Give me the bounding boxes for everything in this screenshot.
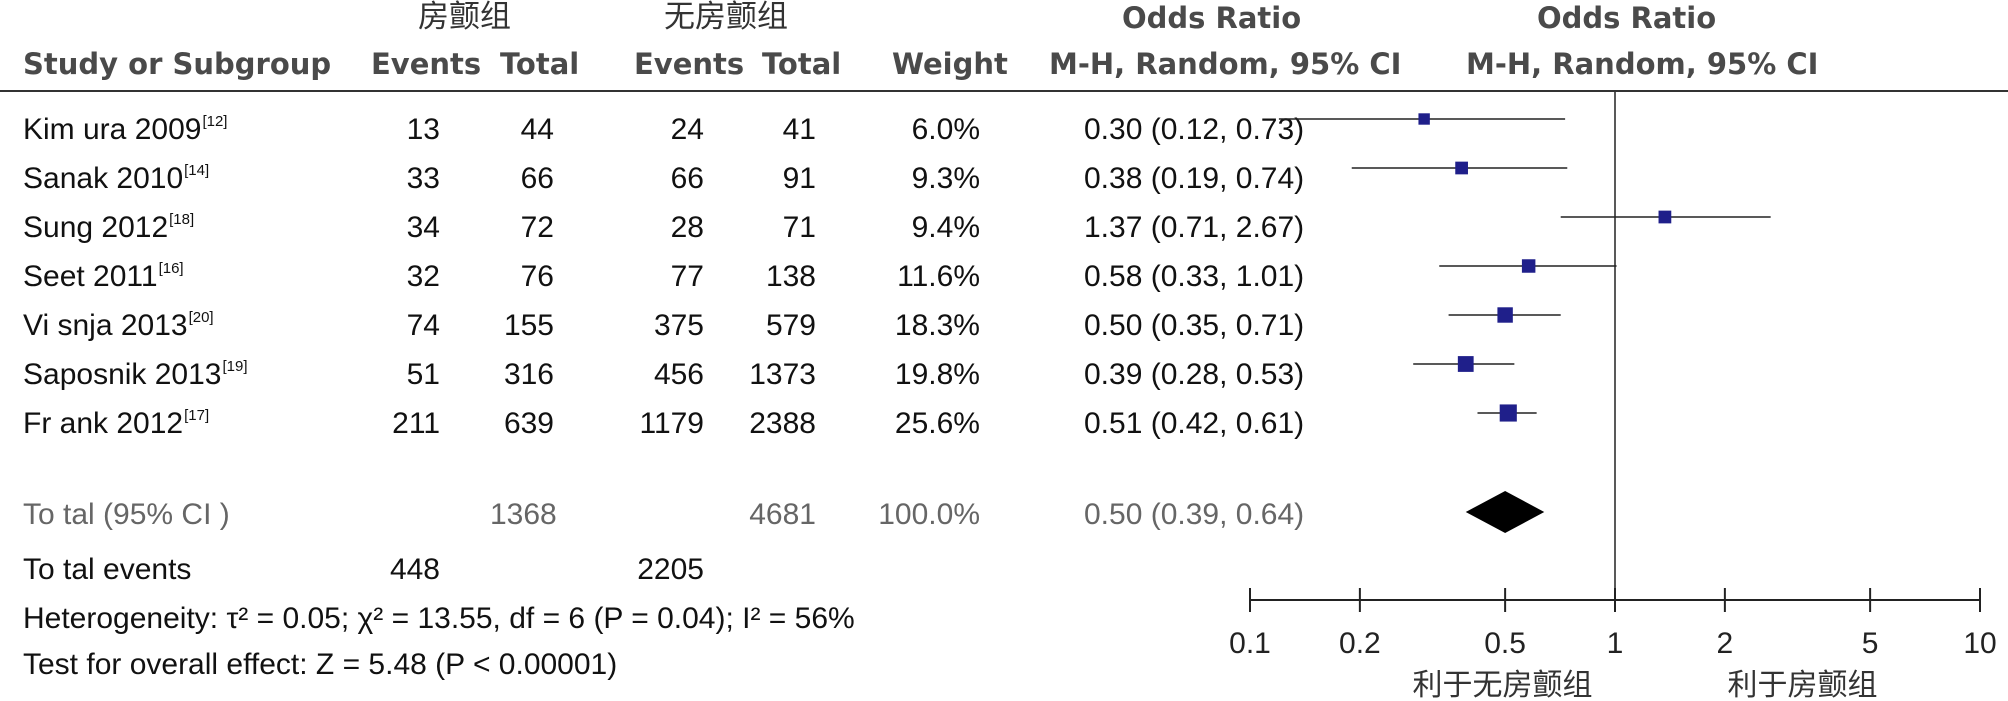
total2-cell: 71	[782, 211, 816, 244]
or-ci-cell: 1.37 (0.71, 2.67)	[1084, 211, 1305, 244]
group1-header: 房颤组	[418, 0, 511, 35]
total-events-label: To tal events	[23, 553, 192, 586]
favours-right-label: 利于房颤组	[1728, 668, 1878, 701]
weight-cell: 19.8%	[894, 358, 980, 391]
total1-cell: 66	[520, 162, 554, 195]
events2-cell: 456	[653, 358, 704, 391]
total2-cell: 91	[782, 162, 816, 195]
study-name: Kim ura 2009[12]	[23, 113, 228, 146]
total1-cell: 44	[520, 113, 554, 146]
total1-cell: 1368	[490, 498, 557, 531]
group2-header: 无房颤组	[664, 0, 788, 35]
total-events2-cell: 2205	[637, 553, 704, 586]
study-column-header: Study or Subgroup	[23, 47, 332, 81]
events2-cell: 66	[670, 162, 704, 195]
weight-cell: 9.3%	[911, 162, 980, 195]
total1-cell: 155	[503, 309, 554, 342]
x-tick-label: 0.1	[1229, 627, 1271, 660]
total1-cell: 72	[520, 211, 554, 244]
x-tick-label: 10	[1963, 627, 1996, 660]
events2-cell: 1179	[639, 407, 704, 440]
favours-left-label: 利于无房颤组	[1413, 668, 1593, 701]
or-method-header: M-H, Random, 95% CI	[1049, 47, 1402, 81]
study-name: Sanak 2010[14]	[23, 162, 210, 195]
events1-header: Events	[371, 47, 482, 81]
events1-cell: 74	[406, 309, 440, 342]
events2-cell: 375	[653, 309, 704, 342]
total-label: To tal (95% CI )	[23, 498, 230, 531]
weight-cell: 9.4%	[911, 211, 980, 244]
or-ci-cell: 0.51 (0.42, 0.61)	[1084, 407, 1305, 440]
events2-cell: 77	[670, 260, 704, 293]
study-name: Saposnik 2013[19]	[23, 358, 248, 391]
events1-cell: 33	[406, 162, 440, 195]
or-ci-cell: 0.30 (0.12, 0.73)	[1084, 113, 1305, 146]
plot-title: Odds Ratio	[1537, 1, 1717, 35]
weight-header: Weight	[892, 47, 1008, 81]
events1-cell: 51	[406, 358, 440, 391]
point-estimate	[1497, 307, 1513, 323]
total2-header: Total	[762, 47, 842, 81]
point-estimate	[1418, 113, 1430, 125]
events2-cell: 24	[670, 113, 704, 146]
events2-header: Events	[634, 47, 745, 81]
overall-effect-text: Test for overall effect: Z = 5.48 (P < 0…	[23, 648, 618, 681]
total2-cell: 41	[782, 113, 816, 146]
total1-header: Total	[500, 47, 580, 81]
plot-method-header: M-H, Random, 95% CI	[1466, 47, 1819, 81]
total-events1-cell: 448	[389, 553, 440, 586]
study-name: Seet 2011[16]	[23, 260, 184, 293]
point-estimate	[1499, 404, 1517, 422]
total2-cell: 138	[765, 260, 816, 293]
header-divider	[0, 90, 2008, 92]
or-ci-cell: 0.58 (0.33, 1.01)	[1084, 260, 1305, 293]
pooled-diamond	[1465, 491, 1545, 533]
x-tick-label: 0.5	[1484, 627, 1526, 660]
events2-cell: 28	[670, 211, 704, 244]
events1-cell: 32	[406, 260, 440, 293]
point-estimate	[1521, 259, 1536, 273]
study-name: Fr ank 2012[17]	[23, 407, 210, 440]
total1-cell: 76	[520, 260, 554, 293]
weight-cell: 18.3%	[894, 309, 980, 342]
x-tick-label: 0.2	[1339, 627, 1381, 660]
or-column-title: Odds Ratio	[1122, 1, 1302, 35]
or-ci-cell: 0.38 (0.19, 0.74)	[1084, 162, 1305, 195]
events1-cell: 211	[392, 407, 440, 440]
x-tick-label: 1	[1607, 627, 1624, 660]
heterogeneity-text: Heterogeneity: τ² = 0.05; χ² = 13.55, df…	[23, 602, 855, 635]
total-or-ci-cell: 0.50 (0.39, 0.64)	[1084, 498, 1305, 531]
total2-cell: 2388	[749, 407, 816, 440]
events1-cell: 13	[406, 113, 440, 146]
point-estimate	[1658, 210, 1672, 224]
study-name: Vi snja 2013[20]	[23, 309, 214, 342]
total1-cell: 316	[503, 358, 554, 391]
x-tick-label: 2	[1717, 627, 1734, 660]
weight-cell: 6.0%	[911, 113, 980, 146]
events1-cell: 34	[406, 211, 440, 244]
total2-cell: 579	[765, 309, 816, 342]
weight-cell: 11.6%	[897, 260, 980, 293]
point-estimate	[1455, 161, 1468, 175]
total2-cell: 4681	[749, 498, 816, 531]
point-estimate	[1457, 356, 1474, 372]
total1-cell: 639	[503, 407, 554, 440]
study-name: Sung 2012[18]	[23, 211, 195, 244]
or-ci-cell: 0.39 (0.28, 0.53)	[1084, 358, 1305, 391]
total-weight-cell: 100.0%	[878, 498, 980, 531]
total2-cell: 1373	[749, 358, 816, 391]
or-ci-cell: 0.50 (0.35, 0.71)	[1084, 309, 1305, 342]
x-tick-label: 5	[1862, 627, 1879, 660]
weight-cell: 25.6%	[894, 407, 980, 440]
